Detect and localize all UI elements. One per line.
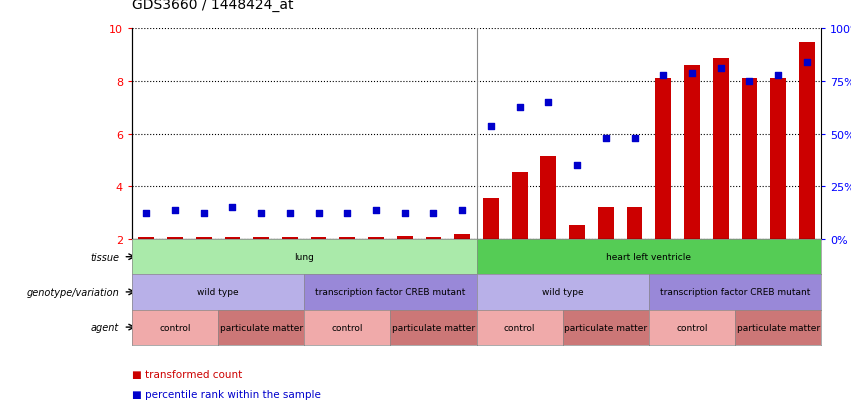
Point: [426, 210, 440, 216]
Text: GDS3660 / 1448424_at: GDS3660 / 1448424_at: [132, 0, 294, 12]
Bar: [311, 237, 327, 240]
Bar: [569, 225, 585, 240]
Point: [771, 73, 785, 80]
Text: wild type: wild type: [542, 288, 584, 297]
Point: [484, 123, 498, 130]
Point: [800, 60, 814, 66]
Point: [226, 205, 239, 211]
Bar: [454, 235, 470, 240]
Bar: [368, 237, 384, 240]
Text: control: control: [159, 323, 191, 332]
Bar: [626, 208, 643, 240]
Bar: [282, 237, 298, 240]
Point: [140, 210, 153, 216]
Text: particulate matter: particulate matter: [392, 323, 475, 332]
Point: [283, 210, 297, 216]
Point: [685, 70, 699, 77]
Bar: [167, 237, 183, 240]
Point: [743, 78, 757, 85]
Point: [398, 210, 412, 216]
Point: [254, 210, 268, 216]
Text: lung: lung: [294, 253, 314, 261]
Text: control: control: [332, 323, 363, 332]
Bar: [426, 237, 442, 240]
Text: tissue: tissue: [90, 252, 119, 262]
Point: [168, 207, 182, 214]
Point: [656, 73, 670, 80]
Bar: [598, 208, 614, 240]
Text: ■ transformed count: ■ transformed count: [132, 369, 243, 379]
Bar: [684, 66, 700, 240]
Bar: [483, 199, 499, 240]
Point: [340, 210, 354, 216]
Bar: [511, 172, 528, 240]
Bar: [770, 79, 786, 240]
Text: particulate matter: particulate matter: [564, 323, 648, 332]
Text: heart left ventricle: heart left ventricle: [607, 253, 691, 261]
Bar: [741, 79, 757, 240]
Text: ■ percentile rank within the sample: ■ percentile rank within the sample: [132, 389, 321, 399]
Point: [369, 207, 383, 214]
Point: [628, 135, 642, 142]
Bar: [196, 237, 212, 240]
Point: [311, 210, 325, 216]
Text: wild type: wild type: [197, 288, 239, 297]
Bar: [799, 43, 814, 240]
Point: [513, 104, 527, 111]
Text: control: control: [504, 323, 535, 332]
Text: particulate matter: particulate matter: [220, 323, 303, 332]
Point: [714, 65, 728, 72]
Text: particulate matter: particulate matter: [737, 323, 820, 332]
Bar: [340, 237, 355, 240]
Bar: [540, 157, 557, 240]
Text: agent: agent: [91, 322, 119, 332]
Text: transcription factor CREB mutant: transcription factor CREB mutant: [315, 288, 465, 297]
Point: [570, 163, 584, 169]
Bar: [139, 237, 154, 240]
Bar: [254, 237, 269, 240]
Bar: [713, 59, 728, 240]
Text: transcription factor CREB mutant: transcription factor CREB mutant: [660, 288, 810, 297]
Point: [455, 207, 469, 214]
Point: [541, 100, 555, 106]
Bar: [397, 237, 413, 240]
Bar: [655, 79, 671, 240]
Text: control: control: [677, 323, 708, 332]
Bar: [225, 237, 240, 240]
Point: [599, 135, 613, 142]
Point: [197, 210, 210, 216]
Text: genotype/variation: genotype/variation: [26, 287, 119, 297]
